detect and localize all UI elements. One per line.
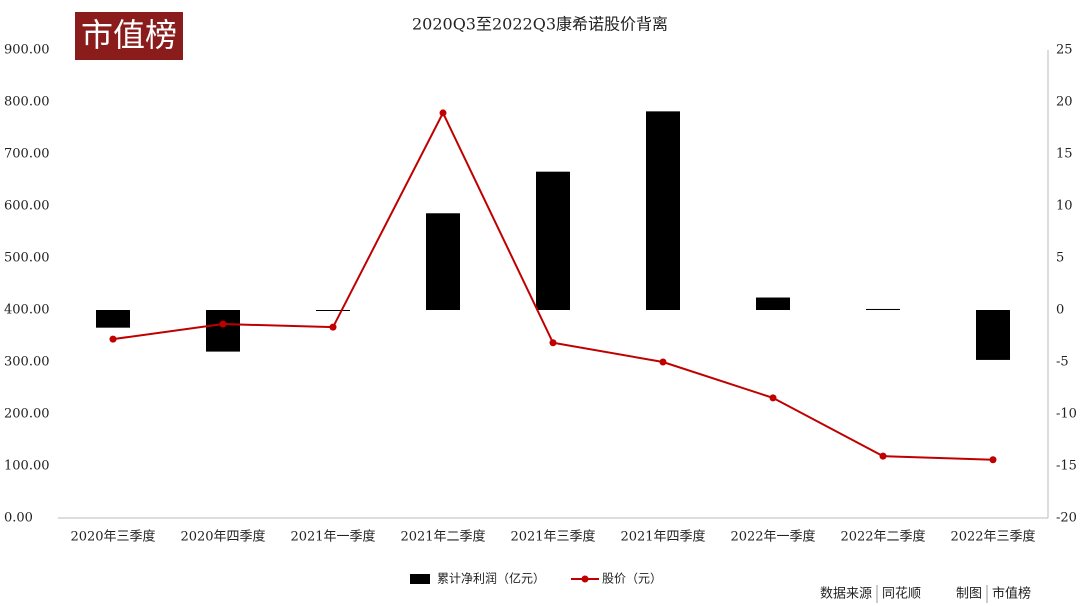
y-tick-label: 500.00 <box>4 251 50 266</box>
y2-tick-label: -10 <box>1056 407 1077 422</box>
x-tick-label: 2021年三季度 <box>510 529 595 545</box>
x-tick-label: 2021年一季度 <box>290 529 375 545</box>
point <box>989 456 997 464</box>
point <box>549 339 557 347</box>
bar <box>536 171 570 310</box>
y-tick-label: 700.00 <box>4 147 50 162</box>
y-tick-label: 600.00 <box>4 199 50 214</box>
logo-box <box>75 12 183 60</box>
y2-tick-label: -5 <box>1056 355 1069 370</box>
point <box>879 452 887 460</box>
point <box>769 394 777 402</box>
bar <box>96 310 130 328</box>
y-tick-label: 100.00 <box>4 459 50 474</box>
legend-label: 股价（元） <box>602 572 662 586</box>
bar <box>756 297 790 310</box>
logo: 市值榜 <box>81 16 177 54</box>
y-tick-label: 200.00 <box>4 407 50 422</box>
x-tick-label: 2021年四季度 <box>620 529 705 545</box>
y2-tick-label: 20 <box>1056 95 1073 110</box>
y-tick-label: 0.00 <box>4 511 33 526</box>
x-tick-label: 2022年三季度 <box>950 529 1035 545</box>
y-tick-label: 300.00 <box>4 355 50 370</box>
y2-tick-label: -20 <box>1056 511 1077 526</box>
source-label: 数据来源 <box>820 587 872 602</box>
y2-tick-label: 10 <box>1056 199 1073 214</box>
point <box>109 335 117 343</box>
bar <box>426 213 460 310</box>
point <box>659 358 667 366</box>
y-tick-label: 400.00 <box>4 303 50 318</box>
bar <box>976 310 1010 360</box>
y2-tick-label: -15 <box>1056 459 1077 474</box>
credit-value: 市值榜 <box>992 586 1031 602</box>
y-tick-label: 800.00 <box>4 95 50 110</box>
x-tick-label: 2021年二季度 <box>400 529 485 545</box>
legend-swatch <box>410 574 430 584</box>
x-tick-label: 2020年三季度 <box>70 529 155 545</box>
y2-tick-label: 0 <box>1056 303 1064 318</box>
bar <box>866 308 900 310</box>
x-tick-label: 2020年四季度 <box>180 529 265 545</box>
bar <box>646 111 680 310</box>
point <box>219 320 227 328</box>
x-tick-label: 2022年一季度 <box>730 529 815 545</box>
legend-swatch <box>581 575 589 583</box>
y-tick-label: 900.00 <box>4 43 50 58</box>
source-value: 同花顺 <box>882 586 921 602</box>
x-tick-label: 2022年二季度 <box>840 529 925 545</box>
bar <box>316 310 350 311</box>
point <box>439 109 447 117</box>
y2-tick-label: 5 <box>1056 251 1064 266</box>
credit-label: 制图 <box>956 587 982 602</box>
legend-label: 累计净利润（亿元） <box>437 571 545 586</box>
point <box>329 323 337 331</box>
chart-title: 2020Q3至2022Q3康希诺股价背离 <box>412 15 668 34</box>
y2-tick-label: 25 <box>1056 43 1073 58</box>
bar <box>206 310 240 352</box>
y2-tick-label: 15 <box>1056 147 1073 162</box>
